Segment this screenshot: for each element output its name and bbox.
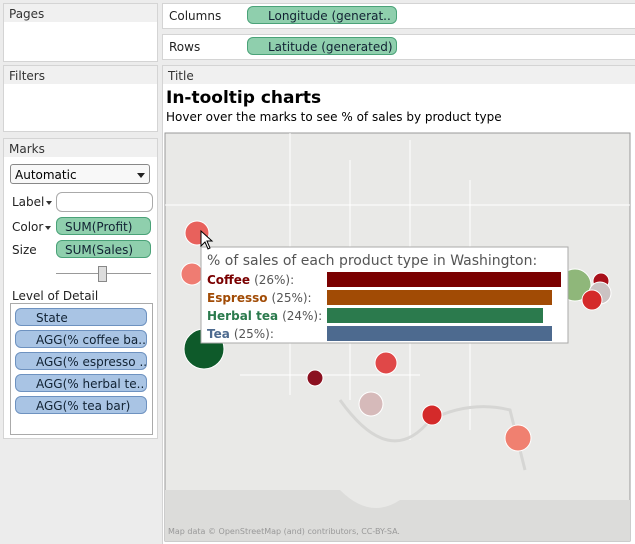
tooltip-bar [327, 290, 552, 305]
pages-shelf: Pages [3, 3, 158, 62]
state-marks[interactable] [180, 220, 612, 452]
filters-shelf: Filters [3, 65, 158, 132]
detail-pill[interactable]: AGG(% tea bar) [15, 396, 147, 414]
color-pill[interactable]: SUM(Profit) [56, 217, 151, 235]
attribution: Map data © OpenStreetMap (and) contribut… [168, 527, 400, 536]
title-header: Title [163, 66, 635, 84]
detail-list: State AGG(% coffee ba.. AGG(% espresso .. A… [10, 303, 153, 435]
product-name: Herbal tea [207, 309, 278, 323]
tooltip-title: % of sales of each product type in Washi… [207, 253, 537, 269]
tooltip-row-label: Herbal tea (24%): [207, 309, 322, 323]
detail-pill[interactable]: State [15, 308, 147, 326]
label-shelf-text: Label [12, 195, 45, 209]
rows-shelf: Rows Latitude (generated) [162, 34, 635, 60]
tooltip-row-label: Tea (25%): [207, 327, 274, 341]
filters-header: Filters [4, 66, 157, 84]
product-percent: (26%): [254, 273, 294, 287]
columns-label: Columns [169, 9, 222, 23]
rows-pill[interactable]: Latitude (generated) [247, 37, 397, 55]
color-shelf-text: Color [12, 220, 44, 234]
detail-pill[interactable]: AGG(% coffee ba.. [15, 330, 147, 348]
columns-pill[interactable]: Longitude (generat.. [247, 6, 397, 24]
detail-label: Level of Detail [12, 289, 99, 303]
tooltip-bar [327, 326, 552, 341]
marks-header: Marks [4, 139, 157, 157]
product-name: Tea [207, 327, 230, 341]
detail-pill[interactable]: AGG(% espresso .. [15, 352, 147, 370]
water [165, 490, 630, 541]
product-percent: (25%): [234, 327, 274, 341]
mark-type: Automatic [15, 168, 77, 182]
product-percent: (24%): [282, 309, 322, 323]
view-title: In-tooltip charts [166, 88, 322, 108]
product-name: Coffee [207, 273, 250, 287]
slider-thumb[interactable] [98, 266, 107, 282]
tooltip-row-label: Espresso (25%): [207, 291, 312, 305]
pages-header: Pages [4, 4, 157, 22]
product-name: Espresso [207, 291, 268, 305]
tooltip-bar [327, 272, 561, 287]
detail-pill[interactable]: AGG(% herbal te.. [15, 374, 147, 392]
mark-type-dropdown[interactable]: Automatic [10, 164, 150, 184]
tooltip-bar [327, 308, 543, 323]
label-shelf[interactable]: Label [12, 195, 53, 209]
product-percent: (25%): [272, 291, 312, 305]
label-drop[interactable] [56, 192, 153, 212]
cursor [200, 229, 214, 250]
columns-shelf: Columns Longitude (generat.. [162, 3, 635, 29]
view-subtitle: Hover over the marks to see % of sales b… [166, 110, 502, 124]
tooltip: % of sales of each product type in Washi… [200, 246, 569, 344]
size-pill[interactable]: SUM(Sales) [56, 240, 151, 258]
tooltip-row-label: Coffee (26%): [207, 273, 294, 287]
size-shelf[interactable]: Size [12, 243, 37, 257]
rows-label: Rows [169, 40, 201, 54]
marks-card: Marks Automatic Label Color SUM(Profit) … [3, 138, 158, 439]
color-shelf[interactable]: Color [12, 220, 52, 234]
